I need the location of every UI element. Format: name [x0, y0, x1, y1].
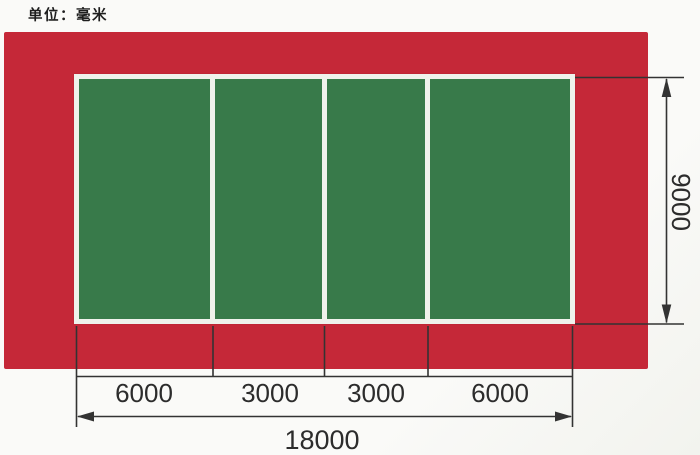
total-width-label: 18000 — [284, 425, 360, 455]
segment-dimension-label: 6000 — [115, 378, 173, 408]
unit-label: 单位：毫米 — [28, 8, 108, 24]
court-playing-area — [74, 74, 575, 324]
arrow-left-icon — [77, 411, 94, 422]
arrow-right-icon — [555, 411, 572, 422]
arrow-up-icon — [661, 78, 672, 97]
segment-dimension-label: 3000 — [241, 378, 299, 408]
segment-dimension-label: 6000 — [471, 378, 529, 408]
court-height-label: 9000 — [666, 173, 696, 231]
center-line — [322, 79, 327, 319]
attack-line-right — [425, 79, 430, 319]
segment-dimension-label: 3000 — [347, 378, 405, 408]
attack-line-left — [210, 79, 215, 319]
arrow-down-icon — [661, 304, 672, 324]
